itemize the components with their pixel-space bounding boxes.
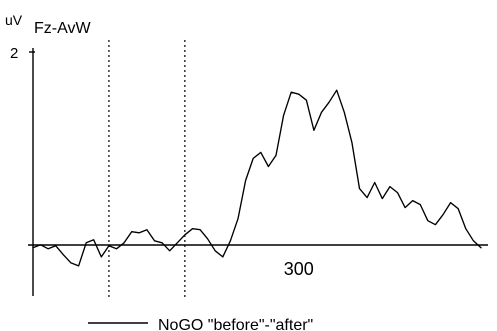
legend: NoGO "before"-"after": [88, 317, 313, 331]
channel-label: Fz-AvW: [34, 20, 91, 37]
y-axis-unit-label: uV: [5, 12, 23, 28]
axes-frame: [28, 48, 488, 296]
x-tick-label-0: 300: [284, 259, 314, 279]
vertical-markers: [108, 40, 186, 298]
x-tick-labels: 300: [284, 259, 314, 279]
series-layer: [32, 89, 482, 267]
y-tick-labels: 2: [10, 45, 18, 62]
series-line-0: [32, 89, 482, 267]
y-tick-label-0: 2: [10, 45, 18, 62]
legend-label: NoGO "before"-"after": [158, 317, 313, 331]
